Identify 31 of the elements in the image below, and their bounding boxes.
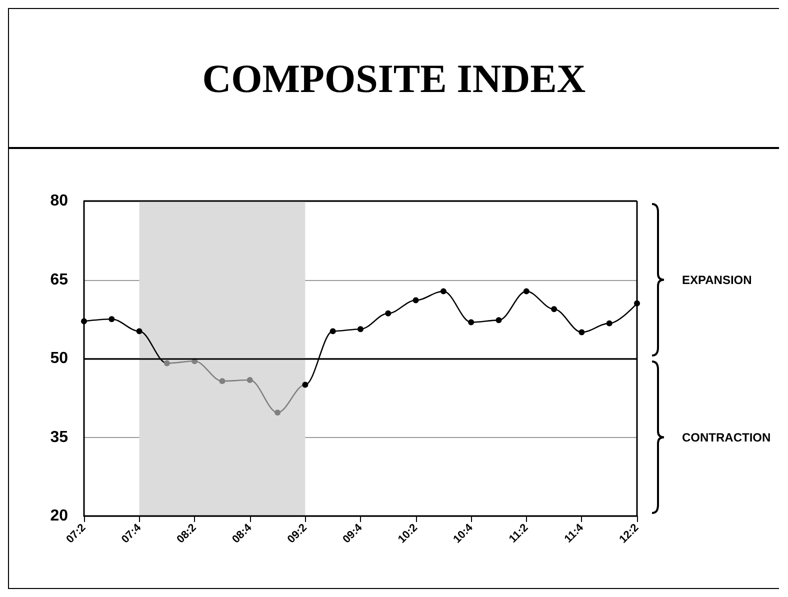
- y-tick-label: 65: [50, 271, 68, 288]
- chart-title: COMPOSITE INDEX: [202, 54, 586, 102]
- point: [551, 306, 558, 312]
- point: [496, 317, 502, 324]
- point: [302, 382, 308, 388]
- text: CONTRACTION: [682, 430, 771, 444]
- point: [358, 326, 364, 332]
- point: [634, 300, 640, 306]
- point: [412, 297, 419, 304]
- x-tick-label: 07:2: [64, 522, 88, 546]
- point: [246, 377, 253, 384]
- x-tick-label: 09:2: [285, 522, 310, 546]
- point: [274, 410, 281, 416]
- point: [164, 360, 170, 366]
- point: [108, 316, 115, 322]
- point: [81, 318, 87, 324]
- point: [440, 288, 446, 294]
- point: [136, 328, 142, 334]
- point: [330, 328, 336, 334]
- y-tick-label: 80: [50, 192, 68, 210]
- point: [219, 378, 226, 384]
- point: [385, 310, 392, 316]
- point: [606, 320, 612, 326]
- x-tick-label: 08:2: [174, 522, 199, 546]
- y-tick-label: 35: [50, 428, 68, 446]
- y-tick-label: 20: [50, 508, 68, 524]
- text: EXPANSION: [682, 272, 752, 287]
- point: [578, 329, 585, 336]
- point: [523, 288, 530, 294]
- point: [468, 319, 474, 326]
- y-tick-label: 50: [50, 350, 68, 367]
